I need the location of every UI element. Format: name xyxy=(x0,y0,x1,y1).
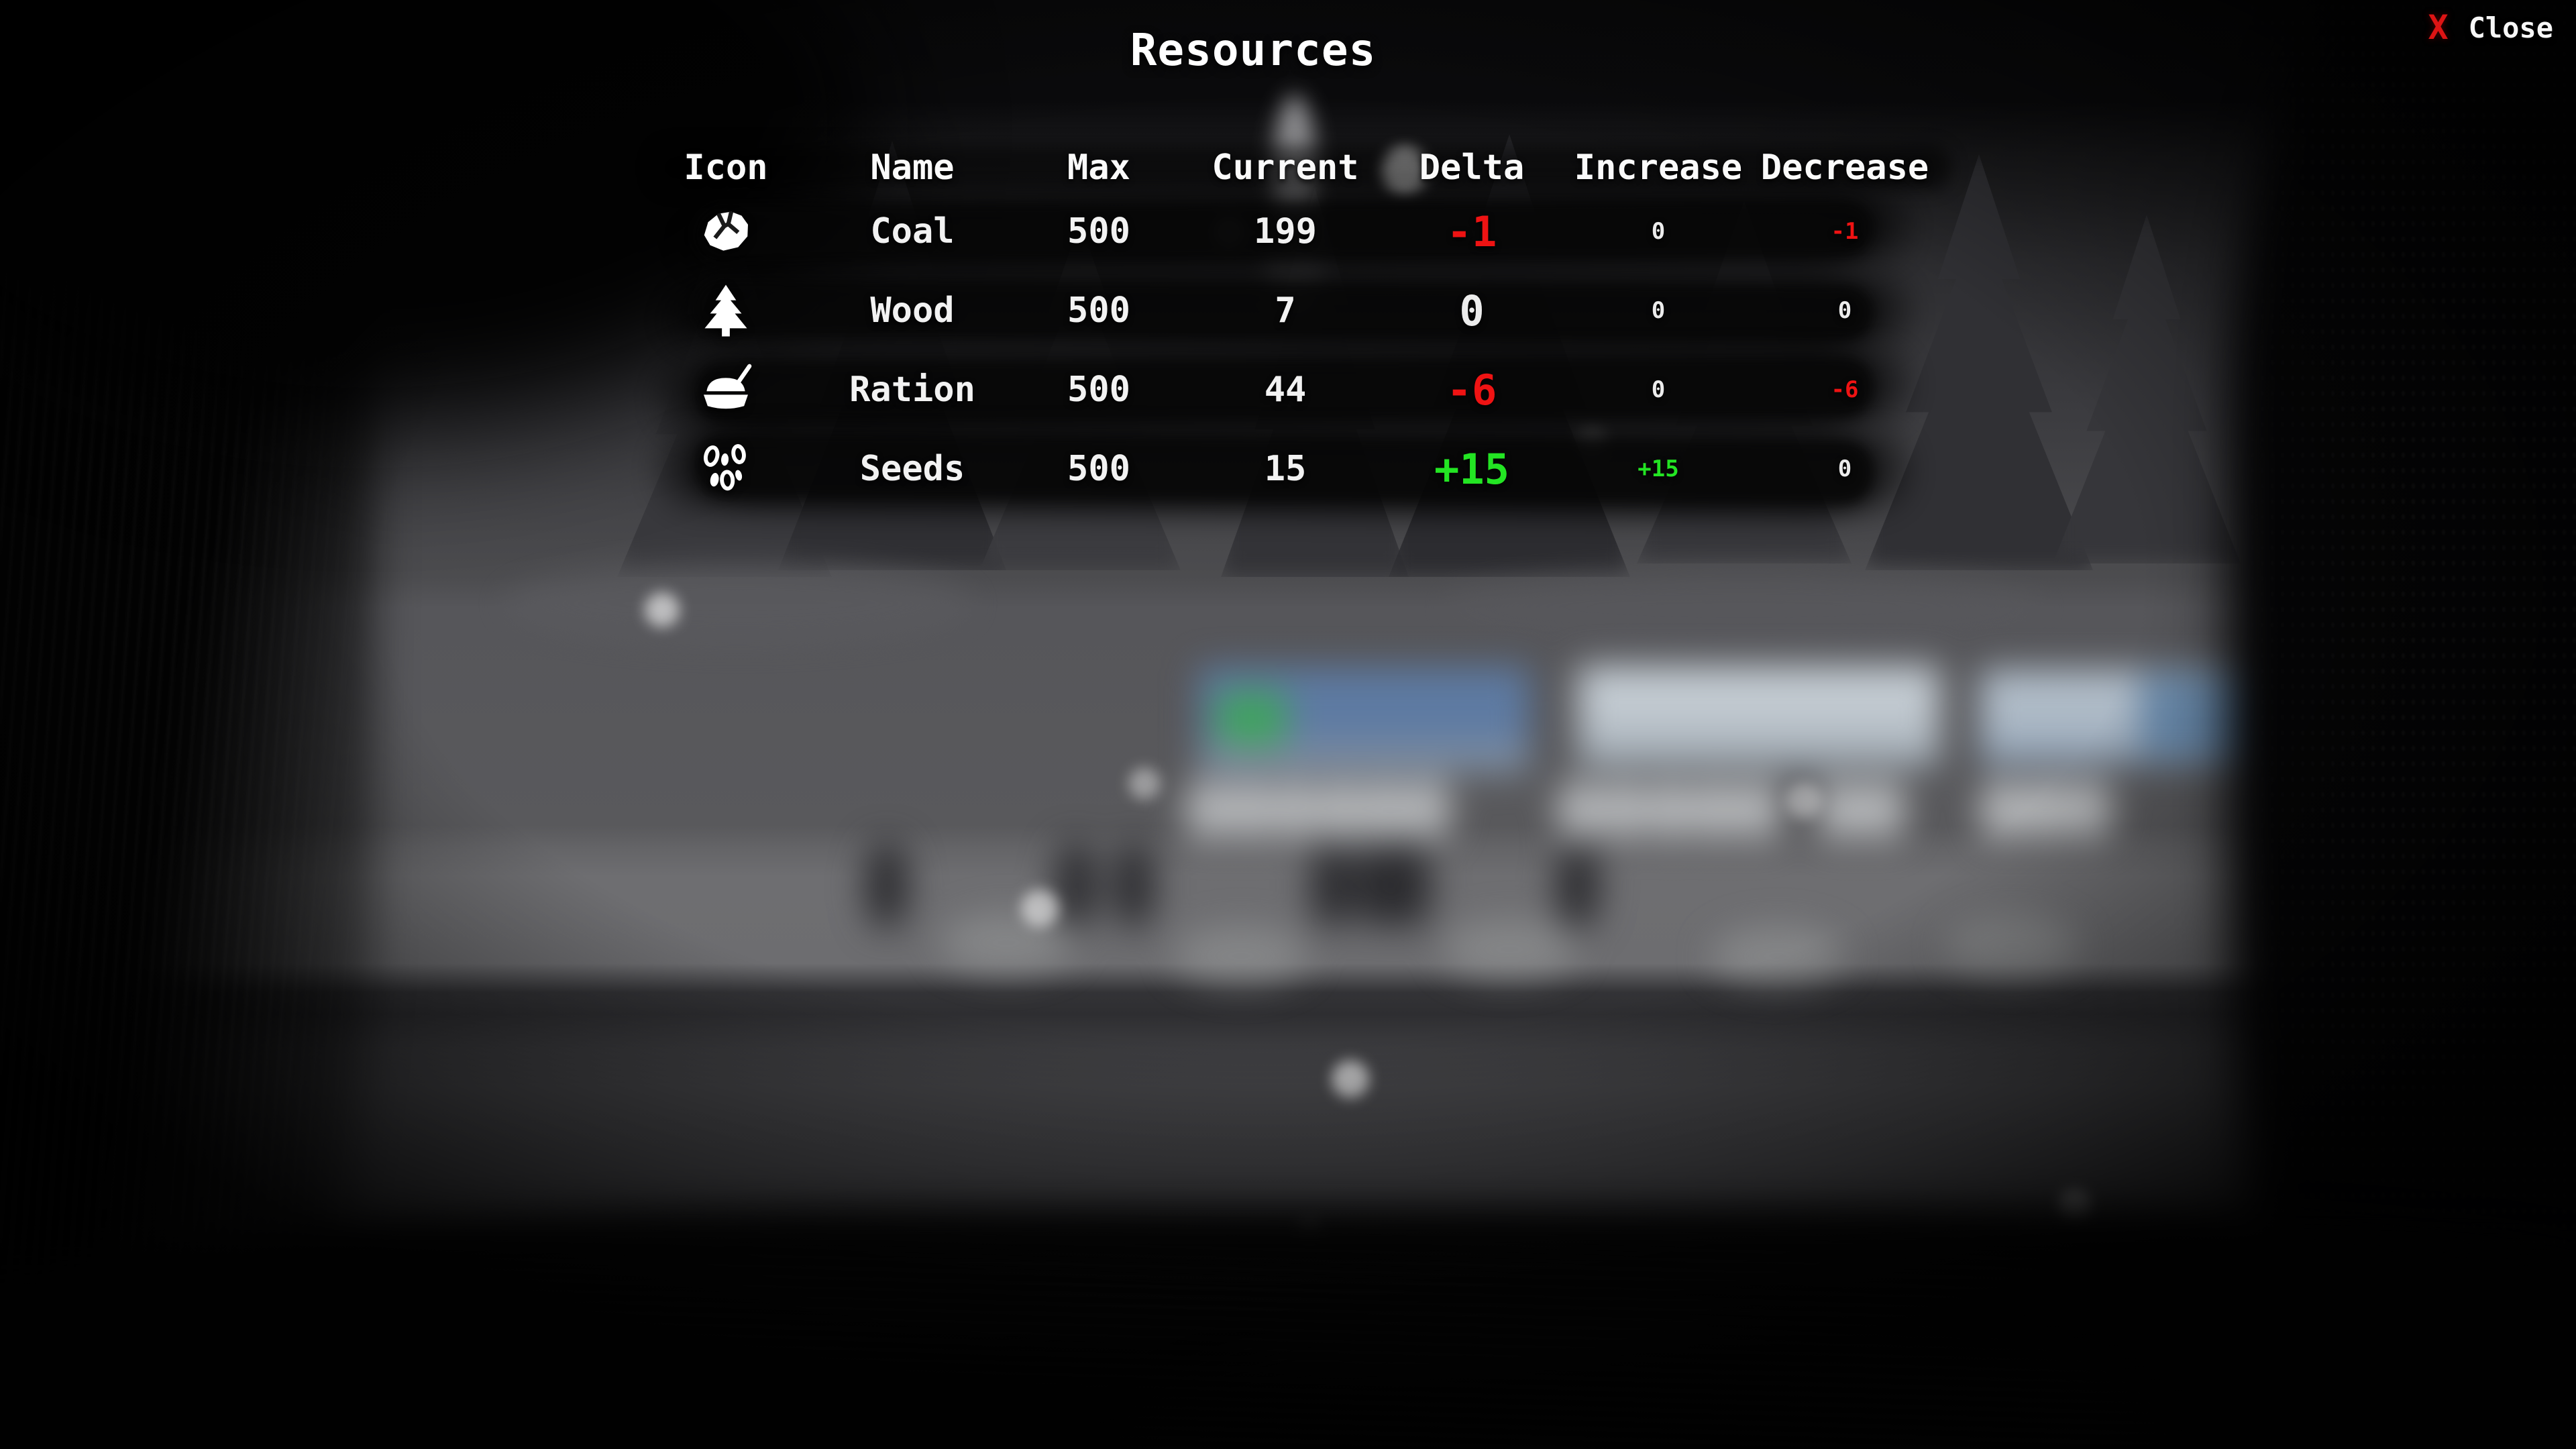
resource-increase: 0 xyxy=(1651,376,1666,403)
close-button[interactable]: X Close xyxy=(2428,8,2553,47)
seeds-icon xyxy=(633,439,819,498)
wood-icon xyxy=(633,281,819,340)
resource-name: Wood xyxy=(870,290,955,331)
resource-increase: +15 xyxy=(1638,455,1679,482)
close-icon[interactable]: X xyxy=(2428,8,2449,47)
resource-delta: +15 xyxy=(1434,444,1509,494)
resource-name: Coal xyxy=(870,211,955,252)
resource-current: 15 xyxy=(1264,449,1307,489)
coal-icon xyxy=(633,202,819,261)
column-header-increase: Increase xyxy=(1574,148,1743,188)
ration-icon xyxy=(633,360,819,419)
resource-decrease: 0 xyxy=(1837,455,1852,482)
table-header-row: Icon Name Max Current Delta Increase Decrease xyxy=(633,142,1951,193)
resource-row-coal: Coal 500 199 -1 0 -1 xyxy=(633,192,1938,271)
resource-max: 500 xyxy=(1067,370,1130,410)
close-button-label[interactable]: Close xyxy=(2468,11,2553,44)
resource-delta: -6 xyxy=(1446,365,1497,415)
resource-delta: -1 xyxy=(1446,207,1497,256)
resource-decrease: 0 xyxy=(1837,297,1852,324)
column-header-decrease: Decrease xyxy=(1760,148,1929,188)
resource-current: 44 xyxy=(1264,370,1307,410)
resource-row-seeds: Seeds 500 15 +15 +15 0 xyxy=(633,429,1938,508)
resource-increase: 0 xyxy=(1651,297,1666,324)
resource-decrease: -1 xyxy=(1831,218,1859,245)
column-header-name: Name xyxy=(870,148,955,188)
resource-current: 7 xyxy=(1275,290,1296,331)
resource-increase: 0 xyxy=(1651,218,1666,245)
resource-name: Seeds xyxy=(859,449,965,489)
resource-name: Ration xyxy=(849,370,975,410)
resource-delta: 0 xyxy=(1459,286,1485,335)
column-header-current: Current xyxy=(1212,148,1359,188)
resource-max: 500 xyxy=(1067,290,1130,331)
resource-row-wood: Wood 500 7 0 0 0 xyxy=(633,271,1938,350)
resource-max: 500 xyxy=(1067,449,1130,489)
column-header-icon: Icon xyxy=(684,148,768,188)
page-title: Resources xyxy=(1130,24,1377,76)
column-header-delta: Delta xyxy=(1419,148,1525,188)
resource-decrease: -6 xyxy=(1831,376,1859,403)
resource-max: 500 xyxy=(1067,211,1130,252)
resource-current: 199 xyxy=(1254,211,1317,252)
column-header-max: Max xyxy=(1067,148,1130,188)
resource-row-ration: Ration 500 44 -6 0 -6 xyxy=(633,350,1938,429)
header-background-brush xyxy=(653,146,1951,190)
